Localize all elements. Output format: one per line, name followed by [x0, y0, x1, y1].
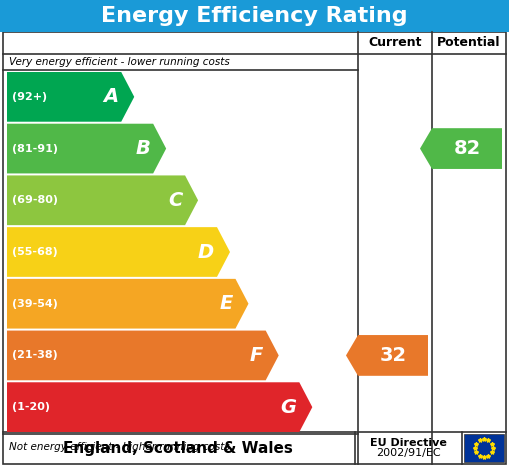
Text: E: E — [219, 294, 233, 313]
Text: D: D — [198, 242, 214, 262]
Text: England, Scotland & Wales: England, Scotland & Wales — [63, 440, 293, 455]
Text: (55-68): (55-68) — [12, 247, 58, 257]
Polygon shape — [7, 227, 230, 277]
Text: A: A — [103, 87, 118, 106]
Text: 2002/91/EC: 2002/91/EC — [376, 448, 440, 458]
Text: (92+): (92+) — [12, 92, 47, 102]
Text: 82: 82 — [454, 139, 480, 158]
Text: (1-20): (1-20) — [12, 402, 50, 412]
Polygon shape — [7, 124, 166, 173]
Bar — [464, 434, 504, 462]
Text: (69-80): (69-80) — [12, 195, 58, 205]
Polygon shape — [7, 279, 248, 329]
Polygon shape — [7, 72, 134, 122]
Text: C: C — [168, 191, 182, 210]
Text: 32: 32 — [379, 346, 407, 365]
Bar — [0, 0, 509, 32]
Text: Not energy efficient - higher running costs: Not energy efficient - higher running co… — [9, 442, 230, 452]
Polygon shape — [7, 382, 313, 432]
Text: EU Directive: EU Directive — [370, 438, 446, 448]
Text: Current: Current — [368, 36, 422, 50]
Polygon shape — [420, 128, 502, 169]
Polygon shape — [346, 335, 428, 376]
Text: (81-91): (81-91) — [12, 143, 58, 154]
Text: B: B — [135, 139, 150, 158]
Text: Very energy efficient - lower running costs: Very energy efficient - lower running co… — [9, 57, 230, 67]
Polygon shape — [7, 331, 279, 380]
Text: Potential: Potential — [437, 36, 501, 50]
Text: F: F — [249, 346, 263, 365]
Text: (21-38): (21-38) — [12, 350, 58, 361]
Text: (39-54): (39-54) — [12, 299, 58, 309]
Polygon shape — [7, 176, 198, 225]
Text: G: G — [280, 397, 296, 417]
Text: Energy Efficiency Rating: Energy Efficiency Rating — [101, 6, 408, 26]
